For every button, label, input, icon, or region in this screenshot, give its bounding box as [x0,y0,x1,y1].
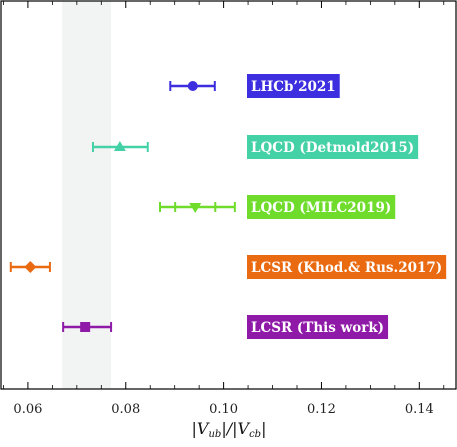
series-label-box: LQCD (Detmold2015) [247,135,419,159]
series-label-box: LCSR (Khod.& Rus.2017) [247,255,447,279]
series-5: LCSR (This work) [62,315,389,339]
series-1: LHCb’2021 [169,74,340,98]
x-tick-label: 0.10 [209,402,238,417]
x-tick-label: 0.08 [111,402,140,417]
series-label: LQCD (Detmold2015) [251,140,414,156]
x-tick-label: 0.14 [405,402,434,417]
data-point-triangle-down [189,203,202,213]
series-label-box: LHCb’2021 [247,74,340,98]
series-label-box: LQCD (MILC2019) [247,195,396,219]
series-label: LCSR (Khod.& Rus.2017) [251,260,442,276]
data-point-circle [187,81,198,91]
series-2: LQCD (Detmold2015) [91,135,419,159]
series-label: LCSR (This work) [251,320,384,336]
data-point-square [80,322,91,332]
series-4: LCSR (Khod.& Rus.2017) [9,255,447,279]
x-tick-label: 0.12 [307,402,336,417]
data-point-diamond [24,261,37,273]
series-label: LHCb’2021 [251,79,336,95]
plot-frame [0,0,457,390]
series-label: LQCD (MILC2019) [251,200,391,216]
x-axis-title: |Vub|/|Vcb| [192,419,267,440]
data-point-triangle-up [113,141,126,151]
series-label-box: LCSR (This work) [247,315,389,339]
x-tick-label: 0.06 [13,402,42,417]
series-3: LQCD (MILC2019) [159,195,396,219]
